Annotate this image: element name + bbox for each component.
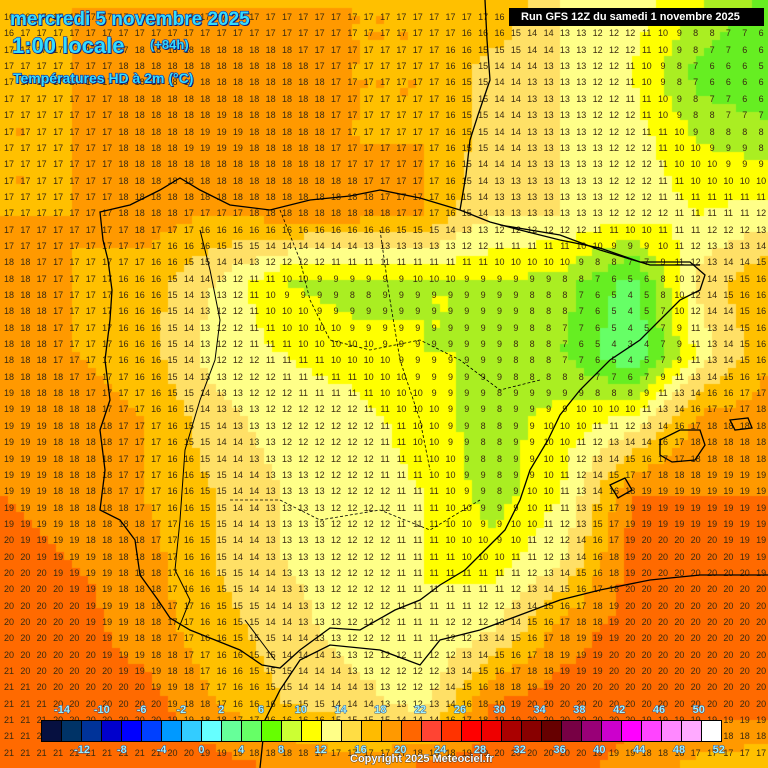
legend-swatch xyxy=(442,721,462,741)
legend-swatch xyxy=(62,721,82,741)
legend-swatch xyxy=(362,721,382,741)
legend-label: 14 xyxy=(334,704,347,717)
legend-swatch xyxy=(262,721,282,741)
legend-label: 18 xyxy=(374,704,387,717)
legend-swatch xyxy=(282,721,302,741)
legend-label: 50 xyxy=(692,704,705,717)
legend-swatch xyxy=(402,721,422,741)
coastline-iberia xyxy=(99,177,706,669)
legend-label: 2 xyxy=(218,704,225,717)
legend-label: 36 xyxy=(553,744,566,757)
coastline-africa xyxy=(259,574,768,768)
legend-swatch xyxy=(382,721,402,741)
model-run-label: Run GFS 12Z du samedi 1 novembre 2025 xyxy=(509,8,764,26)
legend-swatch xyxy=(502,721,522,741)
legend-label: 0 xyxy=(198,744,205,757)
legend-label: 46 xyxy=(652,704,666,717)
legend-swatch xyxy=(322,721,342,741)
legend-label: 30 xyxy=(493,704,506,717)
island-menorca xyxy=(729,417,753,431)
forecast-time: 1:00 locale xyxy=(11,32,125,58)
legend-label: 40 xyxy=(593,744,606,757)
color-scale-legend xyxy=(41,720,722,742)
legend-label: 38 xyxy=(573,704,586,717)
legend-swatch xyxy=(482,721,502,741)
legend-swatch xyxy=(82,721,102,741)
legend-label: 16 xyxy=(354,744,367,757)
legend-swatch xyxy=(142,721,162,741)
legend-label: 42 xyxy=(613,704,626,717)
legend-swatch xyxy=(162,721,182,741)
legend-swatch xyxy=(642,721,662,741)
legend-swatch xyxy=(682,721,702,741)
legend-swatch xyxy=(242,721,262,741)
legend-label: 24 xyxy=(434,744,447,757)
legend-swatch xyxy=(662,721,682,741)
forecast-date: mercredi 5 novembre 2025 xyxy=(9,8,250,30)
legend-label: -8 xyxy=(116,744,128,757)
island-mallorca xyxy=(659,429,706,463)
legend-label: 6 xyxy=(257,704,265,717)
legend-label: 28 xyxy=(473,744,487,757)
legend-swatch xyxy=(462,721,482,741)
legend-swatch xyxy=(182,721,202,741)
coastline-france xyxy=(459,0,491,211)
legend-swatch xyxy=(222,721,242,741)
legend-label: -14 xyxy=(54,704,71,717)
legend-swatch xyxy=(602,721,622,741)
parameter-title: Températures HD à 2m (°C) xyxy=(12,69,194,86)
legend-swatch xyxy=(422,721,442,741)
legend-swatch xyxy=(542,721,562,741)
legend-label: 48 xyxy=(672,744,686,757)
legend-swatch xyxy=(202,721,222,741)
legend-label: 12 xyxy=(314,744,327,757)
legend-label: 34 xyxy=(533,704,546,717)
legend-label: -10 xyxy=(93,704,110,717)
legend-label: 52 xyxy=(712,744,725,757)
forecast-offset: (+84h) xyxy=(149,36,189,52)
legend-label: 44 xyxy=(633,744,646,757)
legend-swatch xyxy=(122,721,142,741)
legend-swatch xyxy=(42,721,62,741)
border-pyrenees xyxy=(499,224,700,266)
legend-swatch xyxy=(342,721,362,741)
legend-label: -2 xyxy=(176,704,187,717)
legend-swatch xyxy=(522,721,542,741)
legend-label: 8 xyxy=(277,744,285,757)
legend-label: 4 xyxy=(238,744,245,757)
border-portugal xyxy=(174,229,221,631)
legend-swatch xyxy=(302,721,322,741)
island-ibiza xyxy=(609,477,633,499)
legend-swatch xyxy=(562,721,582,741)
legend-label: -6 xyxy=(136,704,147,717)
legend-label: -4 xyxy=(156,744,167,757)
legend-label: 32 xyxy=(513,744,526,757)
legend-label: 20 xyxy=(394,744,407,757)
legend-label: 22 xyxy=(414,704,427,717)
legend-label: 10 xyxy=(294,704,307,717)
legend-swatch xyxy=(102,721,122,741)
legend-label: -12 xyxy=(74,744,91,757)
legend-swatch xyxy=(702,721,721,741)
legend-swatch xyxy=(622,721,642,741)
legend-label: 26 xyxy=(453,704,467,717)
legend-swatch xyxy=(582,721,602,741)
copyright: Copyright 2025 Meteociel.fr xyxy=(350,753,494,766)
